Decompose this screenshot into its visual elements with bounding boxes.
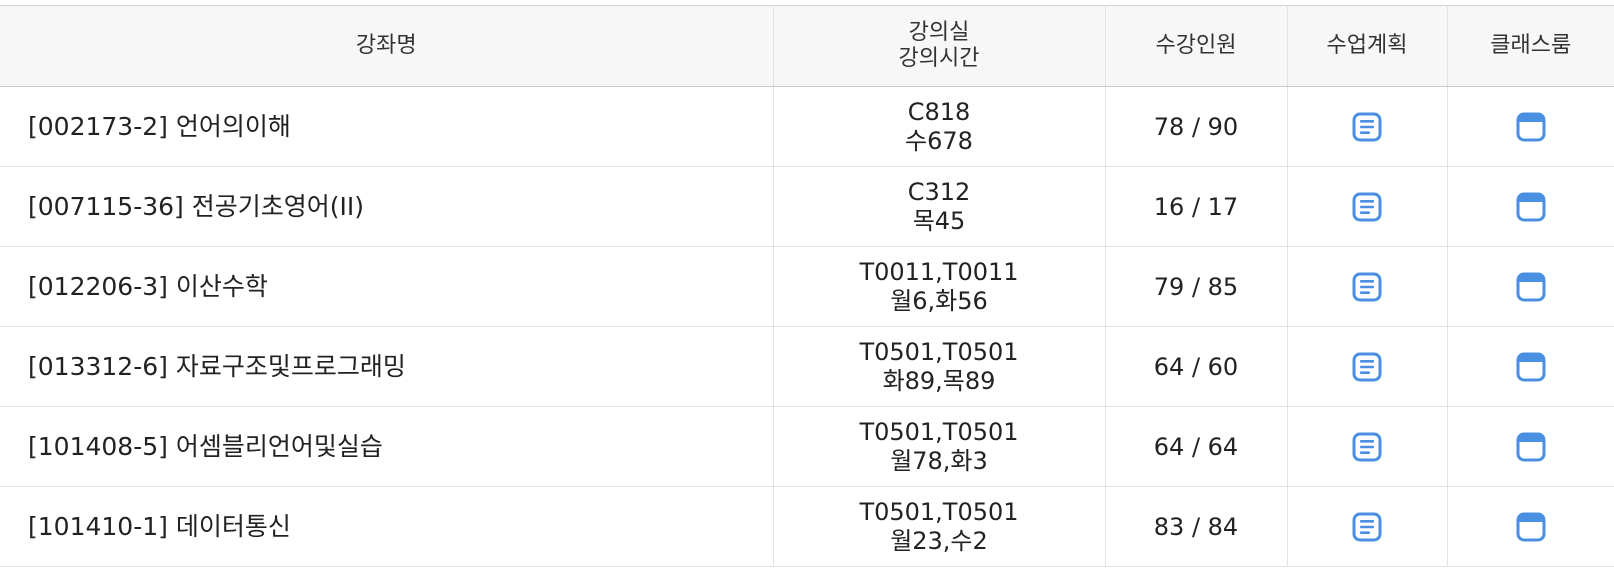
- time: 수678: [905, 126, 973, 155]
- classroom-cell: [1446, 166, 1614, 247]
- plan-cell: [1286, 486, 1448, 567]
- document-lines-icon[interactable]: [1347, 187, 1387, 227]
- header-room-label: 강의실: [908, 20, 970, 45]
- table-row: [101410-1] 데이터통신 T0501,T0501 월23,수2 83 /…: [0, 486, 1614, 567]
- header-classroom: 클래스룸: [1446, 5, 1614, 87]
- room: T0011,T0011: [859, 257, 1019, 286]
- room-time-cell: T0501,T0501 화89,목89: [772, 326, 1106, 407]
- window-icon[interactable]: [1511, 107, 1551, 147]
- table-row: [013312-6] 자료구조및프로그래밍 T0501,T0501 화89,목8…: [0, 326, 1614, 407]
- time: 월6,화56: [890, 286, 988, 315]
- enrollment-count: 64 / 64: [1104, 406, 1288, 487]
- document-lines-icon[interactable]: [1347, 507, 1387, 547]
- course-name: [101408-5] 어셈블리언어및실습: [0, 406, 774, 487]
- document-lines-icon[interactable]: [1347, 267, 1387, 307]
- room: T0501,T0501: [859, 337, 1019, 366]
- time: 화89,목89: [882, 366, 996, 395]
- header-course-name: 강좌명: [0, 5, 774, 87]
- course-name: [002173-2] 언어의이해: [0, 86, 774, 167]
- header-room-time: 강의실 강의시간: [772, 5, 1106, 87]
- enrollment-count: 79 / 85: [1104, 246, 1288, 327]
- table-row: [007115-36] 전공기초영어(II) C312 목45 16 / 17: [0, 166, 1614, 247]
- classroom-cell: [1446, 246, 1614, 327]
- plan-cell: [1286, 166, 1448, 247]
- room: T0501,T0501: [859, 417, 1019, 446]
- window-icon[interactable]: [1511, 187, 1551, 227]
- window-icon[interactable]: [1511, 267, 1551, 307]
- time: 월23,수2: [890, 526, 988, 555]
- course-name: [012206-3] 이산수학: [0, 246, 774, 327]
- room-time-cell: T0011,T0011 월6,화56: [772, 246, 1106, 327]
- header-row: 강좌명 강의실 강의시간 수강인원 수업계획 클래스룸: [0, 5, 1614, 87]
- table-row: [012206-3] 이산수학 T0011,T0011 월6,화56 79 / …: [0, 246, 1614, 327]
- document-lines-icon[interactable]: [1347, 347, 1387, 387]
- room: C818: [907, 97, 971, 126]
- room-time-cell: C312 목45: [772, 166, 1106, 247]
- plan-cell: [1286, 246, 1448, 327]
- plan-cell: [1286, 86, 1448, 167]
- room-time-cell: T0501,T0501 월23,수2: [772, 486, 1106, 567]
- header-time-label: 강의시간: [898, 46, 980, 71]
- table-row: [101408-5] 어셈블리언어및실습 T0501,T0501 월78,화3 …: [0, 406, 1614, 487]
- classroom-cell: [1446, 326, 1614, 407]
- course-table: 강좌명 강의실 강의시간 수강인원 수업계획 클래스룸 [002173-2] 언…: [0, 5, 1614, 567]
- table-row: [002173-2] 언어의이해 C818 수678 78 / 90: [0, 86, 1614, 167]
- document-lines-icon[interactable]: [1347, 107, 1387, 147]
- time: 월78,화3: [890, 446, 988, 475]
- enrollment-count: 16 / 17: [1104, 166, 1288, 247]
- classroom-cell: [1446, 86, 1614, 167]
- room-time-cell: C818 수678: [772, 86, 1106, 167]
- header-enrollment: 수강인원: [1104, 5, 1288, 87]
- table-header: 강좌명 강의실 강의시간 수강인원 수업계획 클래스룸: [0, 5, 1614, 87]
- course-name: [101410-1] 데이터통신: [0, 486, 774, 567]
- time: 목45: [912, 206, 966, 235]
- header-plan: 수업계획: [1286, 5, 1448, 87]
- plan-cell: [1286, 406, 1448, 487]
- enrollment-count: 83 / 84: [1104, 486, 1288, 567]
- table-body: [002173-2] 언어의이해 C818 수678 78 / 90: [0, 86, 1614, 567]
- plan-cell: [1286, 326, 1448, 407]
- window-icon[interactable]: [1511, 347, 1551, 387]
- classroom-cell: [1446, 486, 1614, 567]
- enrollment-count: 78 / 90: [1104, 86, 1288, 167]
- enrollment-count: 64 / 60: [1104, 326, 1288, 407]
- course-name: [013312-6] 자료구조및프로그래밍: [0, 326, 774, 407]
- window-icon[interactable]: [1511, 507, 1551, 547]
- room-time-cell: T0501,T0501 월78,화3: [772, 406, 1106, 487]
- classroom-cell: [1446, 406, 1614, 487]
- window-icon[interactable]: [1511, 427, 1551, 467]
- room: C312: [907, 177, 971, 206]
- room: T0501,T0501: [859, 497, 1019, 526]
- document-lines-icon[interactable]: [1347, 427, 1387, 467]
- course-name: [007115-36] 전공기초영어(II): [0, 166, 774, 247]
